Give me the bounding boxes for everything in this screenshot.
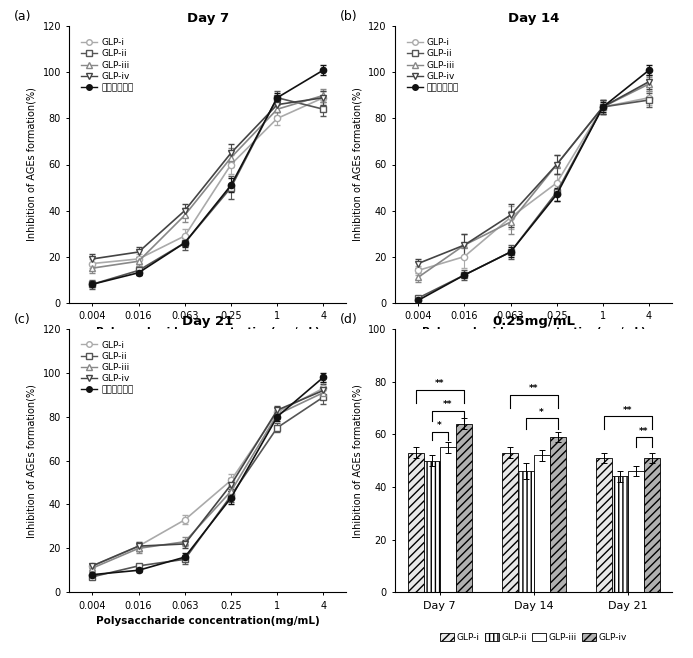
- Bar: [423, 461, 439, 592]
- Bar: [534, 455, 550, 592]
- Text: (d): (d): [340, 313, 358, 326]
- X-axis label: Polysaccharide concentration(mg/mL): Polysaccharide concentration(mg/mL): [422, 326, 645, 337]
- Text: (b): (b): [340, 10, 357, 23]
- Text: **: **: [529, 384, 538, 393]
- Text: *: *: [437, 421, 442, 430]
- Bar: [407, 453, 423, 592]
- Legend: GLP-i, GLP-ii, GLP-iii, GLP-iv, 氨基胍盐酸盐: GLP-i, GLP-ii, GLP-iii, GLP-iv, 氨基胍盐酸盐: [80, 339, 135, 396]
- Legend: GLP-i, GLP-ii, GLP-iii, GLP-iv, 氨基胍盐酸盐: GLP-i, GLP-ii, GLP-iii, GLP-iv, 氨基胍盐酸盐: [80, 36, 135, 94]
- Title: Day 21: Day 21: [182, 315, 234, 328]
- Bar: [596, 458, 612, 592]
- Legend: GLP-i, GLP-ii, GLP-iii, GLP-iv, 氨基胍盐酸盐: GLP-i, GLP-ii, GLP-iii, GLP-iv, 氨基胍盐酸盐: [405, 36, 461, 94]
- Y-axis label: Inhibition of AGEs formation(%): Inhibition of AGEs formation(%): [27, 384, 37, 538]
- X-axis label: Polysaccharide concentration(mg/mL): Polysaccharide concentration(mg/mL): [96, 616, 319, 626]
- Bar: [644, 458, 660, 592]
- Title: Day 14: Day 14: [508, 12, 559, 25]
- X-axis label: Polysaccharide concentration(mg/mL): Polysaccharide concentration(mg/mL): [96, 326, 319, 337]
- Text: (a): (a): [14, 10, 31, 23]
- Text: **: **: [623, 405, 633, 415]
- Text: **: **: [435, 379, 444, 388]
- Bar: [550, 437, 565, 592]
- Text: **: **: [639, 426, 649, 436]
- Bar: [455, 424, 471, 592]
- Text: *: *: [539, 408, 544, 417]
- Bar: [612, 476, 628, 592]
- Y-axis label: Inhibition of AGEs formation(%): Inhibition of AGEs formation(%): [27, 88, 37, 241]
- Legend: GLP-i, GLP-ii, GLP-iii, GLP-iv: GLP-i, GLP-ii, GLP-iii, GLP-iv: [437, 629, 631, 645]
- Bar: [518, 471, 534, 592]
- Text: **: **: [443, 400, 453, 409]
- Y-axis label: Inhibition of AGEs formation(%): Inhibition of AGEs formation(%): [353, 88, 362, 241]
- Y-axis label: Inhibition of AGEs formation(%): Inhibition of AGEs formation(%): [353, 384, 362, 538]
- Text: (c): (c): [14, 313, 30, 326]
- Bar: [502, 453, 518, 592]
- Bar: [439, 447, 455, 592]
- Title: 0.25mg/mL: 0.25mg/mL: [492, 315, 575, 328]
- Bar: [628, 471, 644, 592]
- Title: Day 7: Day 7: [187, 12, 229, 25]
